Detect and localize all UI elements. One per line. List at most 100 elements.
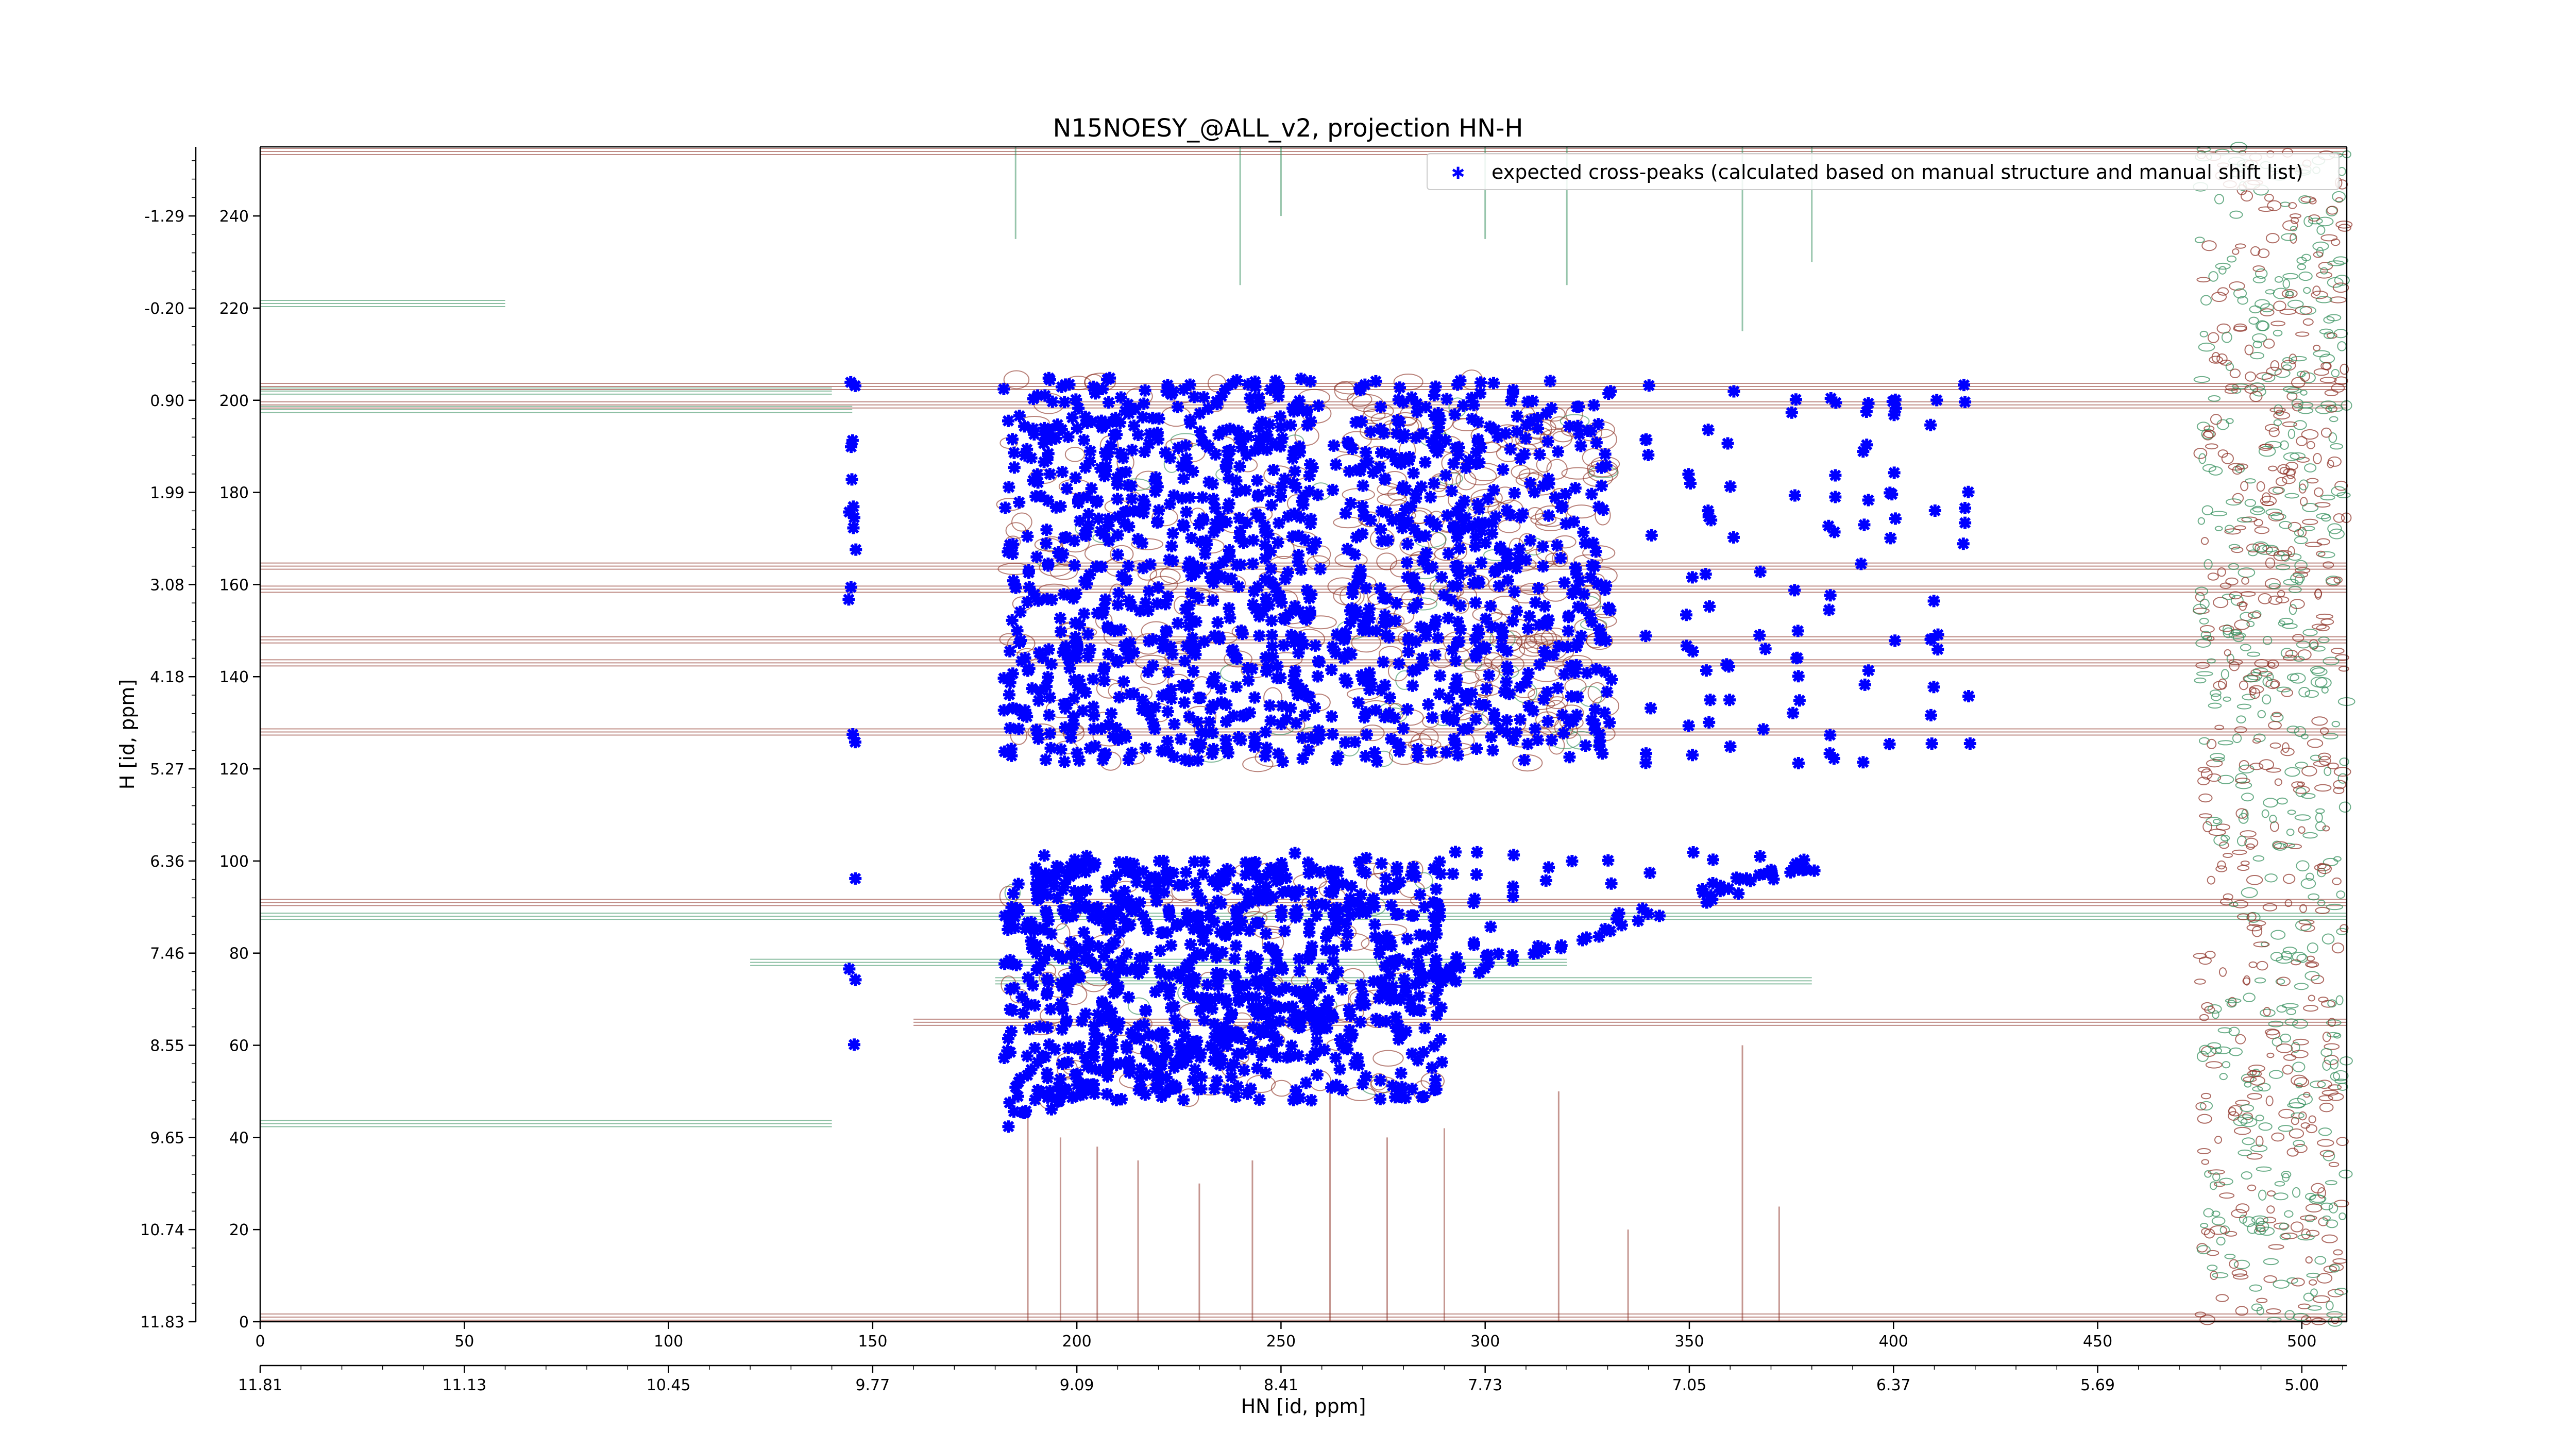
peak-point — [1058, 396, 1071, 409]
contour-blob — [2235, 781, 2252, 789]
contour-blob — [2274, 276, 2283, 283]
peak-point — [1085, 482, 1098, 495]
peak-point — [1257, 1022, 1269, 1035]
contour-blob — [2313, 368, 2330, 376]
peak-point — [1179, 753, 1192, 766]
peak-point — [1272, 390, 1285, 402]
peak-point — [1603, 716, 1616, 729]
peak-point — [1532, 946, 1545, 959]
contour-blob — [2229, 210, 2243, 219]
contour-blob — [2264, 1029, 2280, 1036]
peak-point — [1289, 445, 1302, 458]
peak-point — [1294, 1016, 1307, 1029]
contour-blob — [2312, 646, 2326, 652]
contour-ring — [1561, 467, 1595, 480]
peak-point — [1074, 515, 1087, 528]
peak-point — [1599, 583, 1612, 596]
peak-point — [1309, 639, 1321, 652]
peak-point — [1193, 910, 1206, 923]
peak-point — [1280, 713, 1293, 725]
peak-point — [1367, 892, 1380, 905]
peak-point — [1173, 1038, 1186, 1051]
peak-point — [1295, 563, 1308, 576]
peak-point — [1785, 406, 1798, 419]
peak-point — [1391, 414, 1404, 427]
contour-blob — [2241, 793, 2254, 802]
peak-point — [1022, 998, 1035, 1010]
contour-blob — [2271, 1132, 2285, 1142]
peak-point — [1573, 428, 1586, 441]
peak-point — [1578, 588, 1590, 601]
peak-point — [842, 593, 855, 606]
peak-point — [1217, 555, 1230, 568]
contour-blob — [2322, 825, 2330, 832]
contour-blob — [2235, 1306, 2248, 1316]
peak-point — [1302, 952, 1315, 965]
peak-point — [1380, 506, 1393, 519]
contour-blob — [2262, 694, 2272, 705]
peak-point — [1209, 561, 1222, 574]
peak-point — [1189, 877, 1201, 890]
peak-point — [848, 511, 860, 524]
peak-point — [1424, 491, 1437, 503]
contour-ring — [1393, 605, 1415, 625]
peak-point — [998, 745, 1011, 758]
peak-point — [1008, 461, 1021, 474]
y-ppm-tick-label: 6.36 — [150, 853, 184, 871]
peak-point — [1105, 439, 1117, 451]
peak-point — [1375, 523, 1387, 536]
contour-blob — [2211, 292, 2227, 302]
contour-blob — [2319, 755, 2331, 766]
contour-blob — [2316, 513, 2331, 519]
peak-point — [1248, 444, 1261, 457]
contour-blob — [2240, 830, 2257, 838]
peak-point — [1062, 979, 1075, 992]
peak-point — [1292, 647, 1305, 660]
peak-point — [1571, 690, 1584, 703]
peak-point — [1008, 446, 1021, 459]
peak-point — [1196, 868, 1209, 881]
contour-blob — [2232, 248, 2240, 255]
contour-blob — [2295, 331, 2310, 337]
peak-point — [1524, 534, 1537, 547]
peak-point — [1233, 918, 1246, 931]
contour-blob — [2279, 467, 2289, 475]
peak-point — [1368, 746, 1381, 759]
peak-point — [1137, 962, 1150, 975]
contour-blob — [2328, 432, 2337, 443]
peak-point — [1453, 542, 1466, 555]
peak-point — [1068, 559, 1081, 572]
peak-point — [1379, 959, 1392, 972]
peak-point — [1471, 416, 1484, 429]
peak-point — [1454, 500, 1467, 513]
contour-blob — [2332, 191, 2346, 203]
peak-point — [1310, 909, 1323, 922]
y-ppm-tick-label: 10.74 — [140, 1221, 184, 1239]
contour-blob — [2333, 1033, 2342, 1039]
contour-blob — [2210, 1270, 2218, 1280]
peak-point — [1078, 608, 1091, 620]
contour-blob — [2316, 625, 2330, 632]
peak-point — [1354, 1016, 1367, 1029]
peak-point — [1304, 415, 1317, 428]
peak-point — [1142, 923, 1155, 936]
contour-blob — [2229, 661, 2240, 671]
peak-point — [1494, 541, 1507, 553]
peak-point — [1682, 719, 1695, 732]
peak-point — [1020, 1104, 1032, 1117]
peak-point — [1025, 935, 1038, 948]
peak-point — [1200, 992, 1213, 1005]
peak-point — [1360, 582, 1372, 595]
peak-point — [1860, 405, 1873, 418]
peak-point — [1585, 559, 1598, 572]
peak-point — [1042, 494, 1055, 507]
peak-point — [1486, 517, 1499, 530]
peak-point — [1195, 894, 1208, 907]
peak-point — [1270, 671, 1283, 684]
peak-point — [1699, 568, 1712, 581]
peak-point — [1478, 962, 1491, 975]
peak-point — [1101, 1048, 1114, 1061]
contour-blob — [2321, 1234, 2338, 1243]
contour-blob — [2242, 1216, 2256, 1227]
peak-point — [1373, 947, 1386, 960]
